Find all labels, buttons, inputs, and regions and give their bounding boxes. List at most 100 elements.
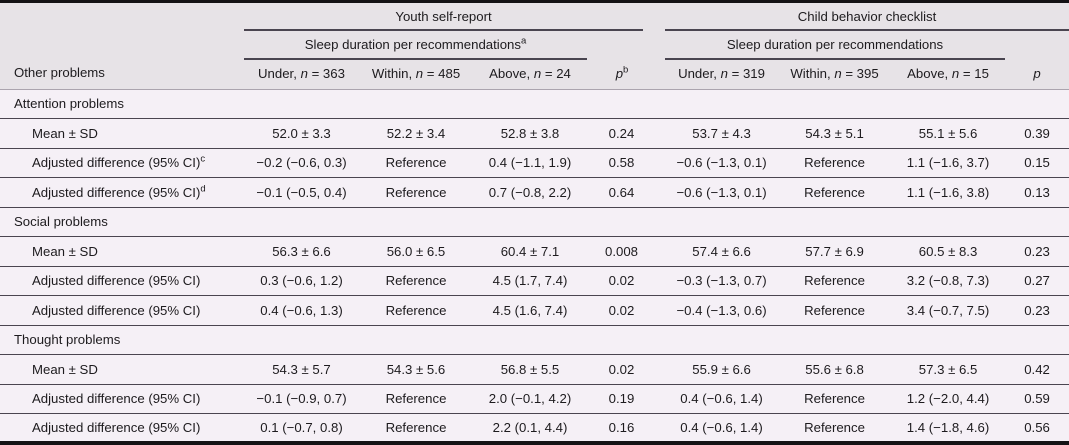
footnote-marker-a: a: [520, 35, 527, 47]
data-cell: Reference: [804, 184, 865, 200]
row-label-column-header: Other problems: [14, 64, 105, 80]
p-value-cell: 0.64: [608, 184, 635, 200]
italic-n: n: [834, 66, 842, 82]
table-body: Attention problems Mean ± SD 52.0 ± 3.3 52.…: [0, 89, 1069, 443]
data-cell: −0.6 (−1.3, 0.1): [676, 155, 767, 171]
table-header: Other problems Youth self-report Child b…: [0, 1, 1069, 89]
data-cell: Reference: [385, 155, 447, 171]
p-value-cell: 0.59: [1024, 391, 1050, 407]
subheader-text: Sleep duration per recommendations: [304, 36, 521, 52]
data-cell: Reference: [804, 273, 865, 289]
p-value-cell: 0.56: [1024, 420, 1050, 435]
data-cell: Reference: [385, 420, 447, 435]
row-label-cell: Mean ± SD: [0, 355, 244, 385]
header-spanner-row: Other problems Youth self-report Child b…: [0, 1, 1069, 80]
data-cell: −0.4 (−1.3, 0.6): [676, 302, 767, 318]
column-header-under-ysr: Under, n = 363: [258, 66, 345, 82]
data-cell: −0.1 (−0.9, 0.7): [256, 391, 347, 407]
row-label-cell: Adjusted difference (95% CI): [0, 296, 244, 326]
data-cell: Reference: [385, 273, 447, 289]
italic-n: n: [951, 66, 960, 82]
group-gap-cell: [643, 148, 665, 178]
table-row: Mean ± SD 52.0 ± 3.3 52.2 ± 3.4 52.8 ± 3.8 0…: [0, 119, 1069, 149]
section-title: Attention problems: [14, 96, 124, 112]
row-label-text: Adjusted difference (95% CI): [32, 155, 201, 171]
data-cell: 0.4 (−0.6, 1.3): [260, 302, 343, 318]
footnote-marker-b: b: [623, 64, 629, 76]
section-header-row: Social problems: [0, 207, 1069, 237]
data-cell: 1.4 (−1.8, 4.6): [906, 420, 990, 435]
p-value-cell: 0.23: [1024, 243, 1050, 259]
row-label-cell: Mean ± SD: [0, 119, 244, 149]
column-header-under-cbcl: Under, n = 319: [678, 66, 765, 82]
row-label-text: Mean ± SD: [32, 361, 98, 377]
row-label-cell: Adjusted difference (95% CI): [0, 414, 244, 444]
p-value-cell: 0.13: [1024, 184, 1050, 200]
data-cell: 52.2 ± 3.4: [386, 125, 446, 141]
data-cell: 57.4 ± 6.6: [692, 243, 751, 259]
row-label-text: Mean ± SD: [32, 243, 98, 259]
p-value-cell: 0.19: [608, 391, 635, 407]
data-cell: 0.3 (−0.6, 1.2): [260, 273, 343, 289]
header-subspanner-row: Sleep duration per recommendationsa Slee…: [0, 30, 1069, 60]
row-label-text: Adjusted difference (95% CI): [32, 420, 201, 435]
section-header-row: Attention problems: [0, 89, 1069, 119]
table-row: Adjusted difference (95% CI) 0.3 (−0.6, 1…: [0, 266, 1069, 296]
row-label-text: Adjusted difference (95% CI): [32, 273, 201, 289]
group-gap-cell: [643, 384, 665, 414]
row-label-cell: Adjusted difference (95% CI)c: [0, 148, 244, 178]
data-cell: 54.3 ± 5.7: [272, 361, 331, 377]
column-header-above-cbcl: Above, n = 15: [907, 66, 989, 82]
data-cell: Reference: [385, 391, 447, 407]
section-title: Social problems: [14, 214, 108, 230]
data-cell: 57.3 ± 6.5: [918, 361, 978, 377]
row-label-superscript: c: [200, 153, 206, 165]
subheader-text: Sleep duration per recommendations: [726, 36, 944, 52]
group-gap-cell: [643, 237, 665, 267]
italic-p: p: [1033, 65, 1041, 81]
table-row: Adjusted difference (95% CI)c −0.2 (−0.6,…: [0, 148, 1069, 178]
data-cell: −0.1 (−0.5, 0.4): [256, 184, 347, 200]
data-cell: 53.7 ± 4.3: [692, 125, 751, 141]
data-cell: 60.4 ± 7.1: [500, 243, 560, 259]
group-header-youth-self-report: Youth self-report: [244, 1, 644, 31]
data-cell: 0.1 (−0.7, 0.8): [260, 420, 343, 435]
data-cell: 55.1 ± 5.6: [918, 125, 978, 141]
header-columns-row: Under, n = 363 Within, n = 485 Above, n …: [0, 59, 1069, 89]
data-cell: 56.3 ± 6.6: [272, 243, 331, 259]
italic-n: n: [720, 66, 728, 82]
row-label-cell: Mean ± SD: [0, 237, 244, 267]
data-cell: 60.5 ± 8.3: [918, 243, 978, 259]
data-cell: Reference: [804, 302, 865, 318]
data-cell: 0.7 (−0.8, 2.2): [488, 184, 572, 200]
p-column-spacer-ysr: [587, 30, 643, 59]
data-cell: 1.1 (−1.6, 3.7): [906, 155, 990, 171]
data-cell: −0.6 (−1.3, 0.1): [676, 184, 767, 200]
data-cell: 2.0 (−0.1, 4.2): [488, 391, 572, 407]
row-label-text: Adjusted difference (95% CI): [32, 302, 201, 318]
group-gap-cell: [643, 355, 665, 385]
data-cell: 54.3 ± 5.6: [386, 361, 446, 377]
row-label-superscript: d: [200, 183, 206, 195]
data-cell: −0.3 (−1.3, 0.7): [676, 273, 767, 289]
data-cell: 55.9 ± 6.6: [692, 361, 751, 377]
p-value-cell: 0.02: [608, 302, 635, 318]
p-value-cell: 0.58: [608, 155, 635, 171]
table-row: Adjusted difference (95% CI) 0.4 (−0.6, 1…: [0, 296, 1069, 326]
data-cell: Reference: [385, 184, 447, 200]
p-value-cell: 0.24: [608, 125, 635, 141]
data-cell: Reference: [385, 302, 447, 318]
p-value-cell: 0.15: [1024, 155, 1050, 171]
data-cell: 1.1 (−1.6, 3.8): [906, 184, 990, 200]
group-gap-cell: [643, 296, 665, 326]
p-value-cell: 0.23: [1024, 302, 1050, 318]
column-header-above-ysr: Above, n = 24: [489, 66, 571, 82]
data-cell: 0.4 (−0.6, 1.4): [680, 420, 763, 435]
column-header-p-ysr: pb: [587, 59, 643, 89]
subheader-sleep-duration-cbcl: Sleep duration per recommendations: [665, 30, 1006, 60]
p-value-cell: 0.27: [1024, 273, 1050, 289]
data-cell: 56.8 ± 5.5: [500, 361, 560, 377]
p-value-cell: 0.42: [1024, 361, 1050, 377]
row-label-cell: Adjusted difference (95% CI): [0, 266, 244, 296]
